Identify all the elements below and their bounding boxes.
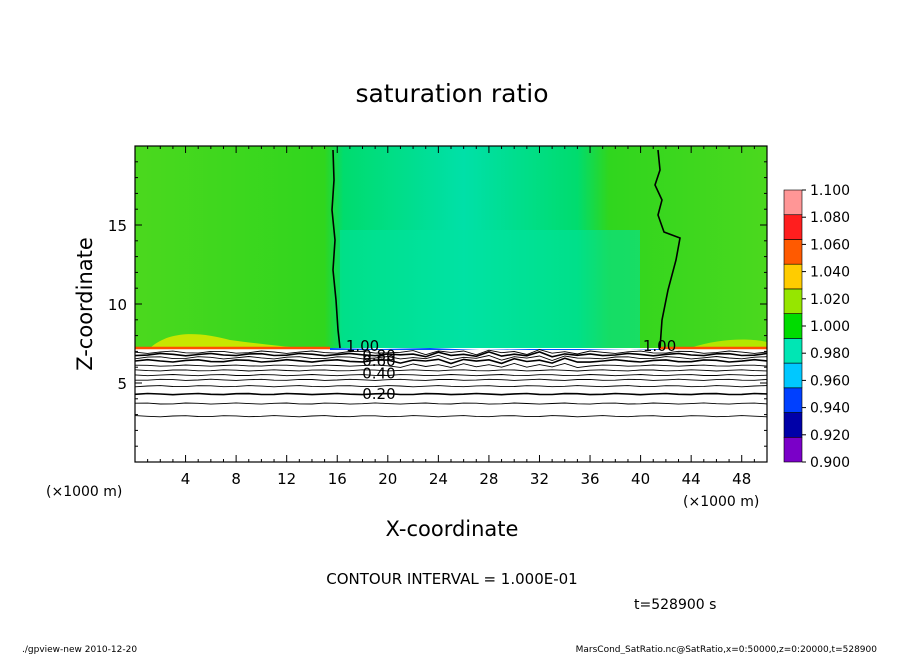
colorbar-label: 1.060 — [810, 237, 850, 253]
contour-label: 0.20 — [362, 385, 395, 403]
x-tick-label: 44 — [682, 470, 701, 488]
colorbar-label: 1.020 — [810, 292, 850, 308]
colorbar: 0.900 0.920 0.940 0.960 0.980 1.000 1.020 1.040… — [783, 183, 850, 471]
contour-1-00-left — [331, 149, 341, 349]
contour-labels: 1.000.800.600.400.201.00 — [346, 337, 676, 403]
colorbar-label: 0.980 — [810, 346, 850, 362]
heatmap-yellow-patch — [150, 334, 300, 348]
x-unit-right: (×1000 m) — [683, 494, 759, 510]
colorbar-label: 1.040 — [810, 265, 850, 281]
contour-line — [135, 385, 767, 388]
x-tick-label: 12 — [277, 470, 296, 488]
contour-interval-text: CONTOUR INTERVAL = 1.000E-01 — [326, 570, 577, 588]
y-tick-label: 15 — [108, 217, 127, 235]
x-unit-left: (×1000 m) — [46, 484, 122, 500]
colorbar-segment — [783, 239, 803, 265]
footer-right: MarsCond_SatRatio.nc@SatRatio,x=0:50000,… — [576, 645, 878, 654]
colorbar-segment — [783, 362, 803, 389]
x-tick-label: 28 — [479, 470, 498, 488]
colorbar-label: 1.000 — [810, 319, 850, 335]
contour-line — [135, 415, 767, 418]
colorbar-segment — [783, 313, 803, 339]
colorbar-label: 1.080 — [810, 210, 850, 226]
contour-line — [135, 402, 767, 405]
x-tick-label: 8 — [231, 470, 241, 488]
contour-label: 0.80 — [362, 346, 395, 364]
y-tick-label: 5 — [117, 375, 127, 393]
colorbar-segment — [783, 338, 803, 364]
heatmap-yellow-patch-right — [690, 339, 767, 348]
colorbar-segment — [783, 189, 803, 216]
contour-lines — [135, 349, 767, 418]
colorbar-label: 1.100 — [810, 183, 850, 199]
x-tick-label: 24 — [429, 470, 448, 488]
x-tick-label: 4 — [181, 470, 191, 488]
x-tick-label: 16 — [328, 470, 347, 488]
contour-label: 1.00 — [346, 337, 379, 355]
x-axis-ticks: 4 8 12 16 20 24 28 32 36 40 44 48 — [147, 146, 755, 488]
contour-label: 0.40 — [362, 365, 395, 383]
time-text: t=528900 s — [634, 597, 716, 613]
y-axis-ticks: 5 10 15 — [108, 161, 767, 447]
colorbar-label: 0.920 — [810, 428, 850, 444]
contour-line — [135, 378, 767, 381]
contour-line — [135, 374, 767, 377]
colorbar-segment — [783, 288, 803, 314]
colorbar-segment — [783, 436, 803, 463]
contour-label: 0.60 — [362, 352, 395, 370]
colorbar-label: 0.960 — [810, 373, 850, 389]
below-cloud-region — [135, 350, 767, 462]
y-tick-label: 10 — [108, 296, 127, 314]
colorbar-segment — [783, 214, 803, 240]
colorbar-label: 0.940 — [810, 401, 850, 417]
x-tick-label: 32 — [530, 470, 549, 488]
contour-line — [135, 392, 767, 396]
x-tick-label: 48 — [732, 470, 751, 488]
colorbar-segment — [783, 387, 803, 413]
contour-line — [135, 363, 767, 369]
plot-area — [135, 146, 767, 462]
colorbar-segment — [783, 412, 803, 438]
y-axis-label: Z-coordinate — [73, 237, 97, 371]
contour-line — [135, 357, 767, 365]
x-tick-label: 36 — [580, 470, 599, 488]
colorbar-label: 0.900 — [810, 455, 850, 471]
contour-label: 1.00 — [643, 337, 676, 355]
chart-title: saturation ratio — [355, 79, 548, 108]
contour-1-00-right — [654, 149, 681, 349]
footer-left: ./gpview-new 2010-12-20 — [22, 645, 137, 654]
contour-line — [135, 369, 767, 372]
contour-line — [135, 349, 767, 356]
x-axis-label: X-coordinate — [386, 517, 519, 541]
colorbar-segment — [783, 263, 803, 290]
contour-line — [135, 351, 767, 358]
contour-line — [135, 354, 767, 361]
heatmap-central-band — [340, 230, 640, 348]
x-tick-label: 20 — [378, 470, 397, 488]
x-tick-label: 40 — [631, 470, 650, 488]
